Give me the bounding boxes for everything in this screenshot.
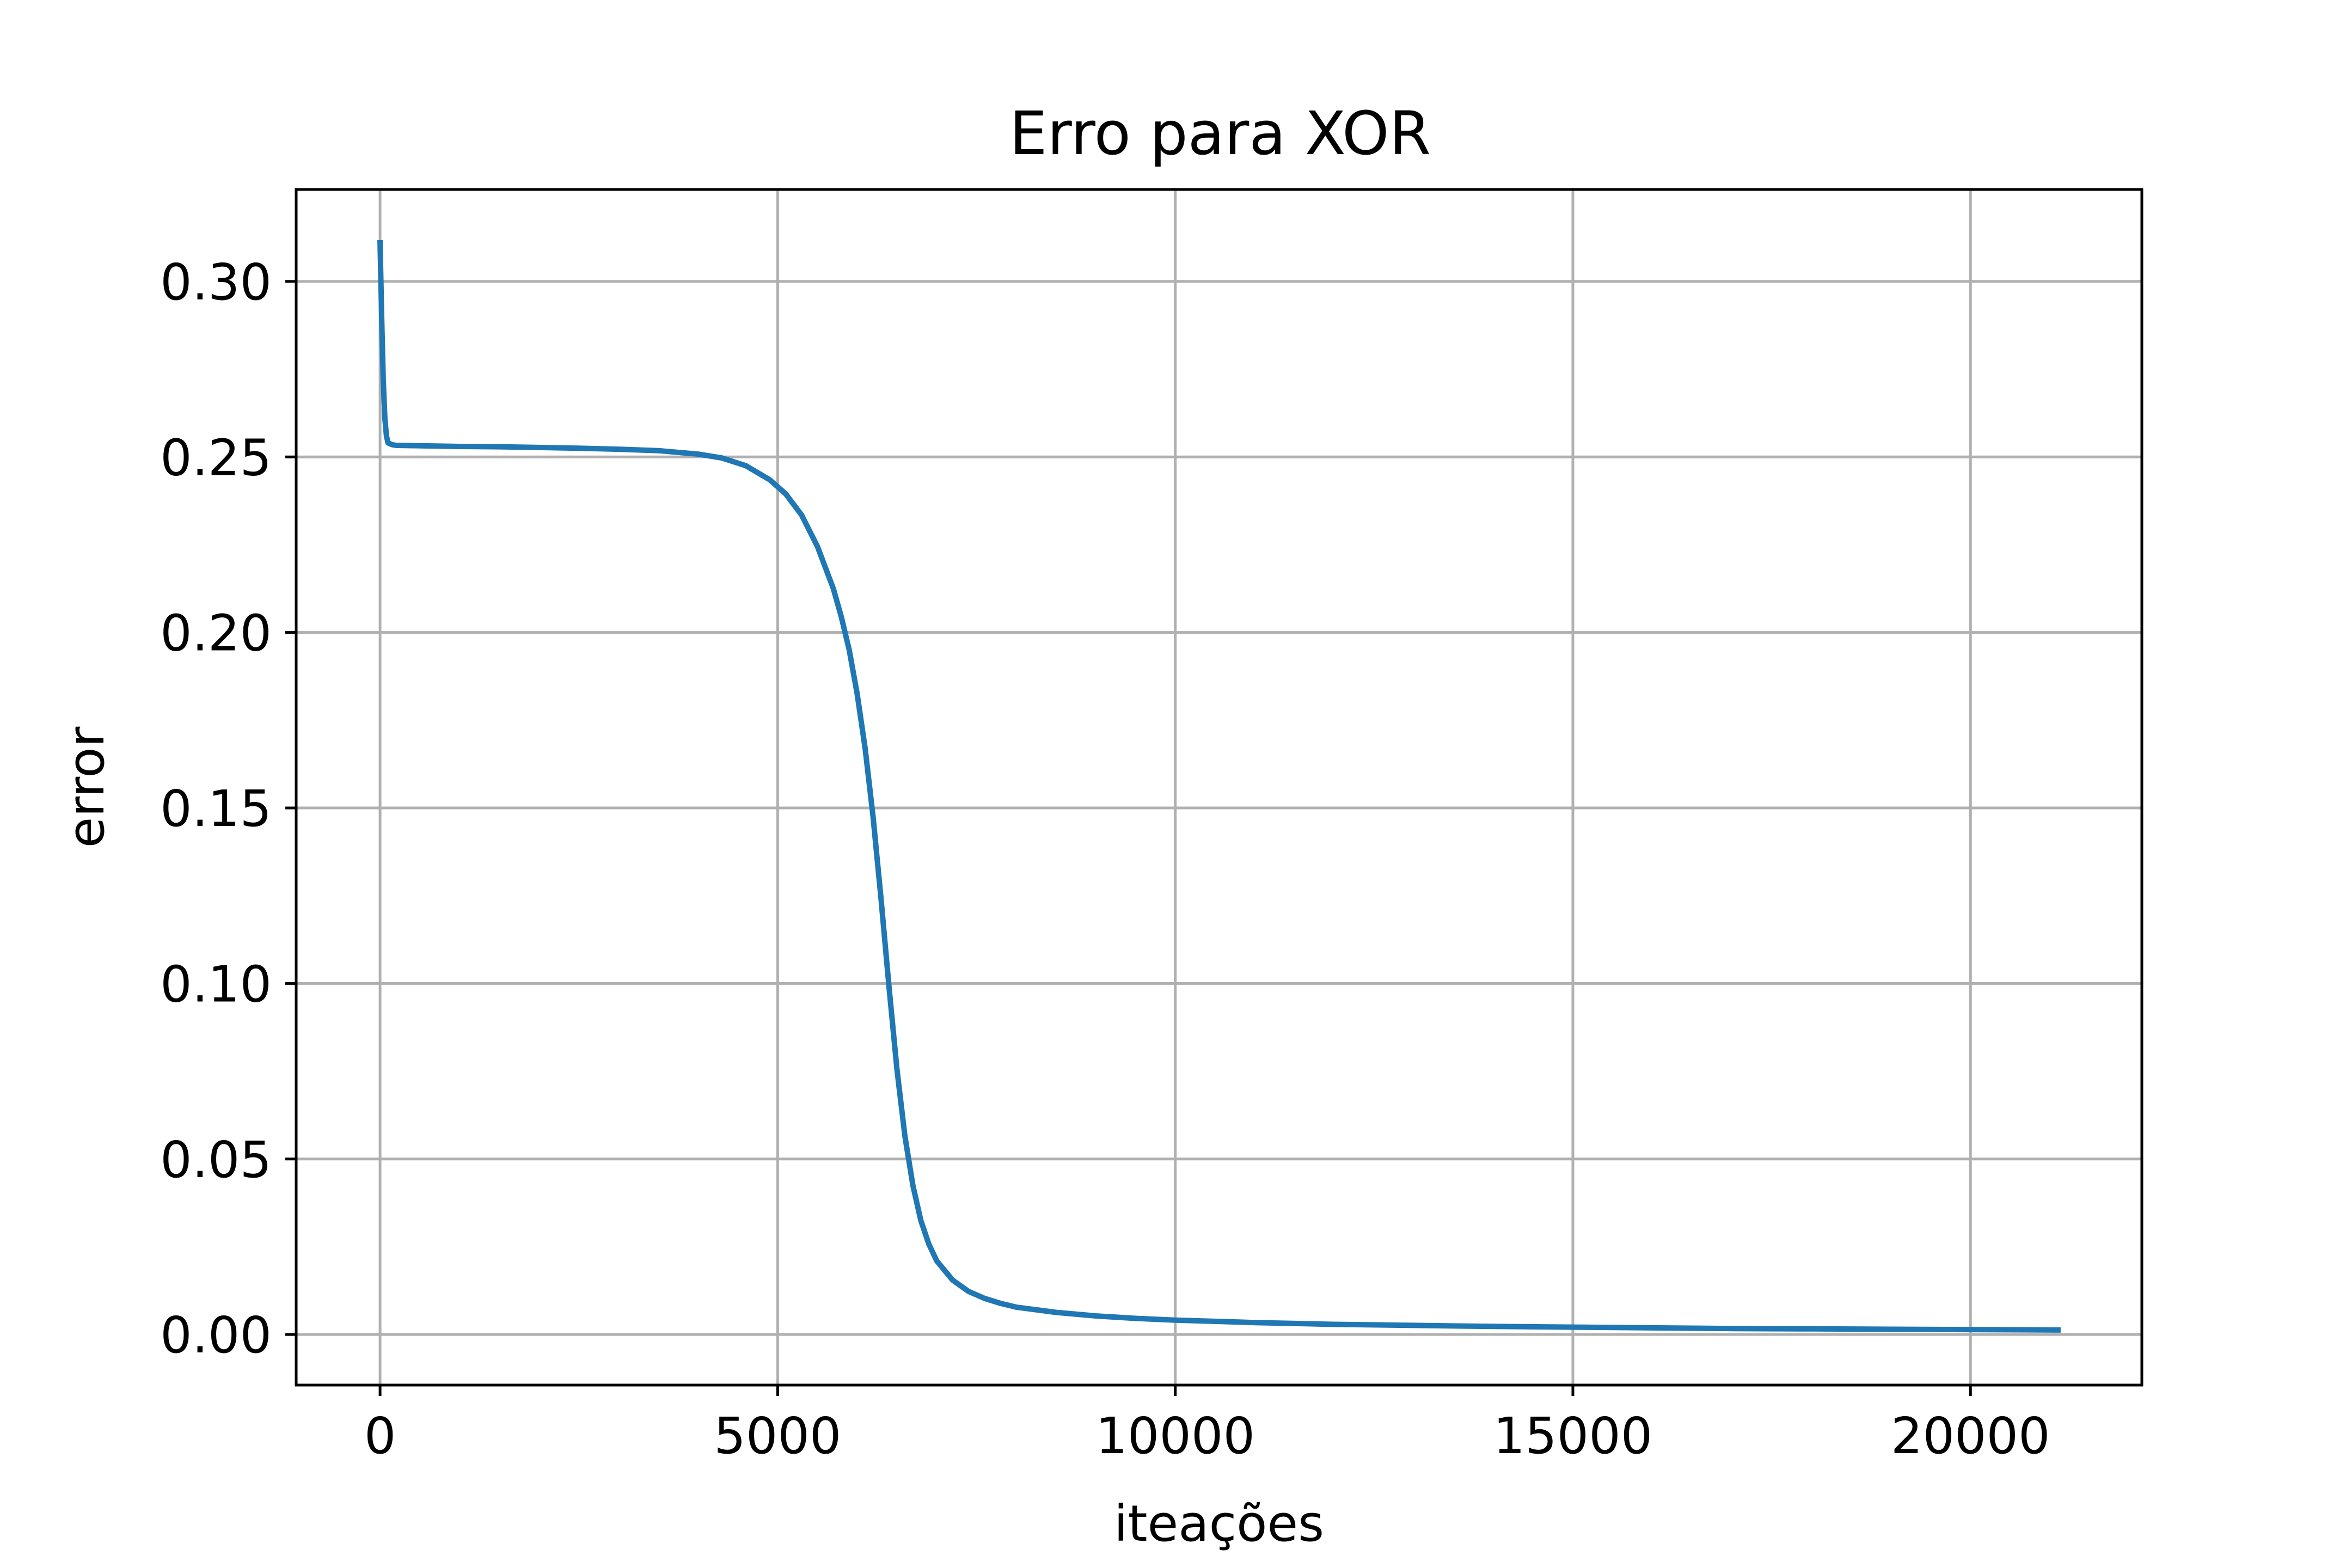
- series-line-0: [377, 240, 2061, 1333]
- chart-title: Erro para XOR: [1009, 99, 1431, 168]
- y-axis-label: error: [57, 726, 115, 848]
- x-axis-ticks: 0 5000 10000 15000 20000: [364, 1385, 2050, 1465]
- y-tick-label: 0.25: [160, 428, 272, 487]
- y-tick-label: 0.30: [160, 253, 272, 311]
- y-tick-label: 0.20: [160, 604, 272, 663]
- x-axis-label: iteações: [1114, 1494, 1324, 1553]
- x-tick-label: 20000: [1891, 1407, 2050, 1465]
- y-tick-label: 0.00: [160, 1306, 272, 1364]
- x-tick-label: 0: [364, 1407, 396, 1465]
- y-tick-label: 0.05: [160, 1131, 272, 1189]
- y-axis-ticks: 0.00 0.05 0.10 0.15 0.20 0.25 0.30: [160, 253, 296, 1364]
- x-tick-label: 10000: [1095, 1407, 1255, 1465]
- grid-layer: [296, 189, 2142, 1385]
- series-layer: [377, 240, 2061, 1333]
- x-tick-label: 15000: [1493, 1407, 1653, 1465]
- x-tick-label: 5000: [714, 1407, 841, 1465]
- y-tick-label: 0.15: [160, 780, 272, 838]
- y-tick-label: 0.10: [160, 955, 272, 1013]
- plot-frame: [295, 188, 2143, 1387]
